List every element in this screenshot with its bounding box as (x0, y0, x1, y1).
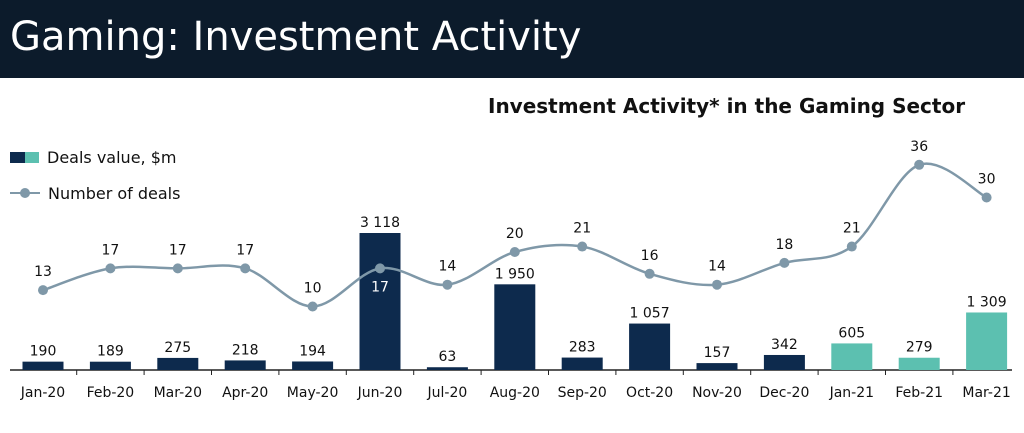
line-value-label-Jan-20: 13 (34, 264, 52, 280)
bar-May-20 (292, 361, 334, 370)
bar-Jan-21 (831, 343, 873, 370)
legend-line-marker (10, 187, 40, 199)
bar-Oct-20 (629, 323, 671, 370)
legend-swatch-2021 (25, 151, 39, 163)
x-tick-label-Jan-20: Jan-20 (20, 385, 65, 401)
line-marker-Mar-21 (981, 192, 992, 203)
line-value-label-Nov-20: 14 (708, 259, 726, 275)
line-marker-Jan-21 (846, 241, 857, 252)
line-value-label-Aug-20: 20 (506, 226, 524, 242)
x-tick-label-Feb-20: Feb-20 (87, 385, 135, 401)
bar-value-label-Nov-20: 157 (704, 345, 731, 361)
line-value-label-Jan-21: 21 (843, 221, 861, 237)
x-tick-label-Mar-20: Mar-20 (154, 385, 202, 401)
legend-swatch-2020 (10, 151, 25, 163)
bar-Jun-20 (359, 233, 401, 370)
x-tick-label-Jan-21: Jan-21 (829, 385, 874, 401)
x-tick-label-Dec-20: Dec-20 (759, 385, 809, 401)
line-value-label-Mar-21: 30 (978, 172, 996, 188)
line-marker-Mar-20 (172, 263, 183, 274)
x-tick-label-Feb-21: Feb-21 (895, 385, 943, 401)
line-marker-May-20 (307, 301, 318, 312)
x-tick-label-Jun-20: Jun-20 (357, 385, 403, 401)
bar-value-label-Mar-20: 275 (164, 340, 191, 356)
legend-item-number-of-deals: Number of deals (10, 182, 180, 204)
bar-value-label-Feb-20: 189 (97, 344, 124, 360)
line-marker-Aug-20 (509, 247, 520, 257)
x-tick-label-Nov-20: Nov-20 (692, 385, 742, 401)
bar-Aug-20 (494, 284, 536, 370)
x-tick-label-Aug-20: Aug-20 (490, 385, 540, 401)
line-value-label-Dec-20: 18 (775, 237, 793, 253)
bar-Nov-20 (696, 363, 738, 370)
line-value-label-Feb-20: 17 (101, 242, 119, 258)
line-value-label-May-20: 10 (304, 281, 322, 297)
header-bar: Gaming: Investment Activity (0, 0, 1024, 78)
legend-item-deals-value: Deals value, $m (10, 146, 180, 168)
line-marker-Jul-20 (442, 279, 453, 290)
line-marker-Jun-20 (375, 263, 385, 274)
line-value-label-Oct-20: 16 (641, 248, 659, 264)
x-tick-label-Jul-20: Jul-20 (427, 385, 468, 401)
bar-Mar-21 (966, 312, 1008, 370)
x-tick-label-Apr-20: Apr-20 (222, 385, 268, 401)
x-tick-label-Mar-21: Mar-21 (962, 385, 1010, 401)
line-value-label-Sep-20: 21 (573, 221, 591, 237)
line-marker-Sep-20 (577, 241, 588, 252)
bar-value-label-Jan-21: 605 (838, 325, 865, 341)
chart-legend: Deals value, $m Number of deals (10, 146, 180, 218)
line-value-label-Mar-20: 17 (169, 242, 187, 258)
bar-value-label-May-20: 194 (299, 343, 326, 359)
bar-Dec-20 (763, 354, 805, 370)
line-marker-Oct-20 (644, 268, 655, 279)
line-marker-Feb-20 (105, 263, 116, 274)
bar-value-label-Aug-20: 1 950 (495, 266, 535, 282)
bar-value-label-Mar-21: 1 309 (967, 294, 1007, 310)
line-value-label-Jul-20: 14 (438, 259, 456, 275)
line-value-label-Feb-21: 36 (910, 139, 928, 155)
bar-Jul-20 (426, 367, 468, 370)
line-marker-Feb-21 (914, 159, 925, 170)
x-tick-label-Sep-20: Sep-20 (558, 385, 607, 401)
line-marker-Apr-20 (240, 263, 251, 274)
line-marker-Dec-20 (779, 257, 790, 268)
bar-value-label-Oct-20: 1 057 (630, 306, 670, 322)
bar-Sep-20 (561, 357, 603, 370)
line-marker-Nov-20 (712, 279, 722, 290)
x-tick-label-Oct-20: Oct-20 (626, 385, 673, 401)
page-title: Gaming: Investment Activity (10, 14, 582, 60)
chart-title: Investment Activity* in the Gaming Secto… (488, 94, 966, 118)
bar-value-label-Jul-20: 63 (438, 349, 456, 365)
bar-value-label-Feb-21: 279 (906, 340, 933, 356)
bar-value-label-Sep-20: 283 (569, 340, 596, 356)
bar-Feb-21 (898, 357, 940, 370)
line-marker-Jan-20 (38, 285, 48, 296)
bar-value-label-Jun-20: 3 118 (360, 215, 400, 231)
bar-value-label-Jan-20: 190 (30, 344, 57, 360)
legend-label-deals-value: Deals value, $m (47, 147, 177, 167)
line-value-label-Apr-20: 17 (236, 242, 254, 258)
legend-label-number-of-deals: Number of deals (48, 183, 181, 203)
bar-Mar-20 (157, 357, 199, 370)
bar-value-label-Apr-20: 218 (232, 342, 259, 358)
line-value-label-Jun-20: 17 (371, 279, 389, 295)
bar-Apr-20 (224, 360, 266, 370)
bar-Feb-20 (89, 361, 131, 370)
x-tick-label-May-20: May-20 (287, 385, 339, 401)
bar-value-label-Dec-20: 342 (771, 337, 798, 353)
bar-Jan-20 (22, 361, 64, 370)
